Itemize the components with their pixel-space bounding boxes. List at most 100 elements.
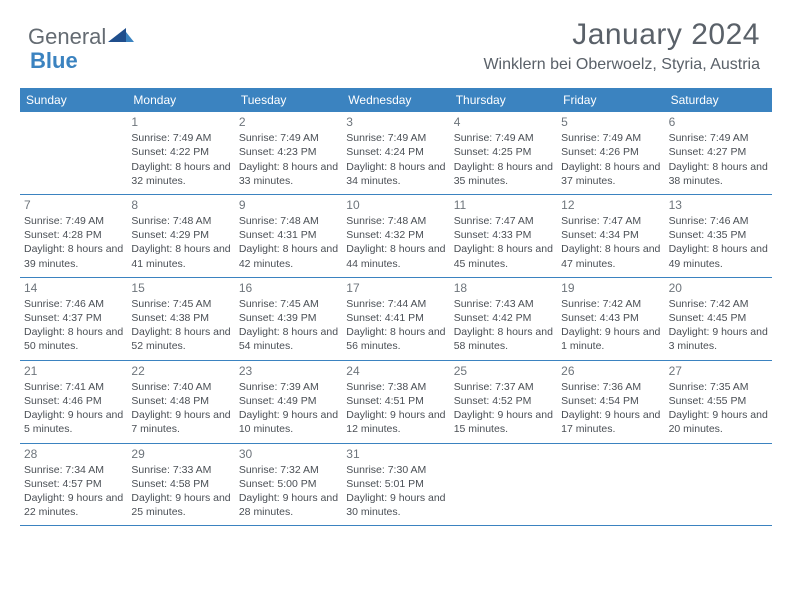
day-info: Sunrise: 7:43 AMSunset: 4:42 PMDaylight:…	[454, 297, 553, 354]
day-cell: 26Sunrise: 7:36 AMSunset: 4:54 PMDayligh…	[557, 361, 664, 443]
day-number: 8	[131, 197, 230, 213]
daylight-text: Daylight: 8 hours and 52 minutes.	[131, 325, 230, 353]
daylight-text: Daylight: 9 hours and 25 minutes.	[131, 491, 230, 519]
daylight-text: Daylight: 9 hours and 20 minutes.	[669, 408, 768, 436]
daylight-text: Daylight: 9 hours and 30 minutes.	[346, 491, 445, 519]
daylight-text: Daylight: 8 hours and 44 minutes.	[346, 242, 445, 270]
sunset-text: Sunset: 4:55 PM	[669, 394, 768, 408]
weekday-header: Friday	[557, 88, 664, 112]
weekday-header: Sunday	[20, 88, 127, 112]
sunrise-text: Sunrise: 7:46 AM	[24, 297, 123, 311]
day-number: 10	[346, 197, 445, 213]
daylight-text: Daylight: 9 hours and 22 minutes.	[24, 491, 123, 519]
sunset-text: Sunset: 4:52 PM	[454, 394, 553, 408]
day-cell: 16Sunrise: 7:45 AMSunset: 4:39 PMDayligh…	[235, 278, 342, 360]
day-cell: 4Sunrise: 7:49 AMSunset: 4:25 PMDaylight…	[450, 112, 557, 194]
day-number: 18	[454, 280, 553, 296]
day-number: 13	[669, 197, 768, 213]
day-cell: 10Sunrise: 7:48 AMSunset: 4:32 PMDayligh…	[342, 195, 449, 277]
sunrise-text: Sunrise: 7:40 AM	[131, 380, 230, 394]
day-number: 16	[239, 280, 338, 296]
day-number: 22	[131, 363, 230, 379]
daylight-text: Daylight: 8 hours and 34 minutes.	[346, 160, 445, 188]
sunset-text: Sunset: 4:38 PM	[131, 311, 230, 325]
day-info: Sunrise: 7:45 AMSunset: 4:39 PMDaylight:…	[239, 297, 338, 354]
day-info: Sunrise: 7:36 AMSunset: 4:54 PMDaylight:…	[561, 380, 660, 437]
day-info: Sunrise: 7:47 AMSunset: 4:34 PMDaylight:…	[561, 214, 660, 271]
sunrise-text: Sunrise: 7:46 AM	[669, 214, 768, 228]
day-cell: 23Sunrise: 7:39 AMSunset: 4:49 PMDayligh…	[235, 361, 342, 443]
sunrise-text: Sunrise: 7:44 AM	[346, 297, 445, 311]
day-number: 7	[24, 197, 123, 213]
day-cell: 1Sunrise: 7:49 AMSunset: 4:22 PMDaylight…	[127, 112, 234, 194]
daylight-text: Daylight: 8 hours and 47 minutes.	[561, 242, 660, 270]
sunset-text: Sunset: 4:54 PM	[561, 394, 660, 408]
sunset-text: Sunset: 4:45 PM	[669, 311, 768, 325]
day-number: 17	[346, 280, 445, 296]
sunset-text: Sunset: 4:57 PM	[24, 477, 123, 491]
day-number: 1	[131, 114, 230, 130]
day-cell: 27Sunrise: 7:35 AMSunset: 4:55 PMDayligh…	[665, 361, 772, 443]
day-number: 29	[131, 446, 230, 462]
day-info: Sunrise: 7:49 AMSunset: 4:22 PMDaylight:…	[131, 131, 230, 188]
sunrise-text: Sunrise: 7:42 AM	[561, 297, 660, 311]
sunset-text: Sunset: 4:24 PM	[346, 145, 445, 159]
sunrise-text: Sunrise: 7:48 AM	[346, 214, 445, 228]
sunset-text: Sunset: 4:29 PM	[131, 228, 230, 242]
day-cell: 20Sunrise: 7:42 AMSunset: 4:45 PMDayligh…	[665, 278, 772, 360]
day-number: 20	[669, 280, 768, 296]
daylight-text: Daylight: 8 hours and 39 minutes.	[24, 242, 123, 270]
weekday-header: Thursday	[450, 88, 557, 112]
day-info: Sunrise: 7:33 AMSunset: 4:58 PMDaylight:…	[131, 463, 230, 520]
sunset-text: Sunset: 4:37 PM	[24, 311, 123, 325]
day-number: 6	[669, 114, 768, 130]
daylight-text: Daylight: 9 hours and 1 minute.	[561, 325, 660, 353]
sunset-text: Sunset: 4:22 PM	[131, 145, 230, 159]
sunset-text: Sunset: 4:39 PM	[239, 311, 338, 325]
day-number: 24	[346, 363, 445, 379]
sunrise-text: Sunrise: 7:47 AM	[454, 214, 553, 228]
day-info: Sunrise: 7:42 AMSunset: 4:43 PMDaylight:…	[561, 297, 660, 354]
day-number: 14	[24, 280, 123, 296]
day-cell	[20, 112, 127, 194]
day-info: Sunrise: 7:48 AMSunset: 4:29 PMDaylight:…	[131, 214, 230, 271]
day-number: 11	[454, 197, 553, 213]
sunset-text: Sunset: 4:48 PM	[131, 394, 230, 408]
daylight-text: Daylight: 8 hours and 32 minutes.	[131, 160, 230, 188]
day-info: Sunrise: 7:49 AMSunset: 4:28 PMDaylight:…	[24, 214, 123, 271]
day-info: Sunrise: 7:42 AMSunset: 4:45 PMDaylight:…	[669, 297, 768, 354]
daylight-text: Daylight: 9 hours and 12 minutes.	[346, 408, 445, 436]
day-info: Sunrise: 7:34 AMSunset: 4:57 PMDaylight:…	[24, 463, 123, 520]
day-info: Sunrise: 7:48 AMSunset: 4:32 PMDaylight:…	[346, 214, 445, 271]
day-info: Sunrise: 7:46 AMSunset: 4:37 PMDaylight:…	[24, 297, 123, 354]
day-info: Sunrise: 7:48 AMSunset: 4:31 PMDaylight:…	[239, 214, 338, 271]
sunset-text: Sunset: 4:41 PM	[346, 311, 445, 325]
daylight-text: Daylight: 9 hours and 3 minutes.	[669, 325, 768, 353]
day-cell	[450, 444, 557, 526]
daylight-text: Daylight: 8 hours and 45 minutes.	[454, 242, 553, 270]
day-number: 5	[561, 114, 660, 130]
day-cell: 19Sunrise: 7:42 AMSunset: 4:43 PMDayligh…	[557, 278, 664, 360]
daylight-text: Daylight: 8 hours and 37 minutes.	[561, 160, 660, 188]
sunrise-text: Sunrise: 7:34 AM	[24, 463, 123, 477]
daylight-text: Daylight: 9 hours and 7 minutes.	[131, 408, 230, 436]
day-cell: 21Sunrise: 7:41 AMSunset: 4:46 PMDayligh…	[20, 361, 127, 443]
day-info: Sunrise: 7:41 AMSunset: 4:46 PMDaylight:…	[24, 380, 123, 437]
logo-triangle-icon	[108, 26, 134, 49]
daylight-text: Daylight: 8 hours and 35 minutes.	[454, 160, 553, 188]
day-cell: 28Sunrise: 7:34 AMSunset: 4:57 PMDayligh…	[20, 444, 127, 526]
daylight-text: Daylight: 8 hours and 42 minutes.	[239, 242, 338, 270]
day-cell: 31Sunrise: 7:30 AMSunset: 5:01 PMDayligh…	[342, 444, 449, 526]
sunset-text: Sunset: 4:46 PM	[24, 394, 123, 408]
sunrise-text: Sunrise: 7:49 AM	[454, 131, 553, 145]
daylight-text: Daylight: 8 hours and 33 minutes.	[239, 160, 338, 188]
day-number: 9	[239, 197, 338, 213]
sunrise-text: Sunrise: 7:33 AM	[131, 463, 230, 477]
day-cell: 12Sunrise: 7:47 AMSunset: 4:34 PMDayligh…	[557, 195, 664, 277]
week-row: 1Sunrise: 7:49 AMSunset: 4:22 PMDaylight…	[20, 112, 772, 195]
daylight-text: Daylight: 8 hours and 58 minutes.	[454, 325, 553, 353]
day-info: Sunrise: 7:49 AMSunset: 4:27 PMDaylight:…	[669, 131, 768, 188]
logo-text-general: General	[28, 24, 106, 50]
sunrise-text: Sunrise: 7:37 AM	[454, 380, 553, 394]
location: Winklern bei Oberwoelz, Styria, Austria	[483, 56, 760, 74]
